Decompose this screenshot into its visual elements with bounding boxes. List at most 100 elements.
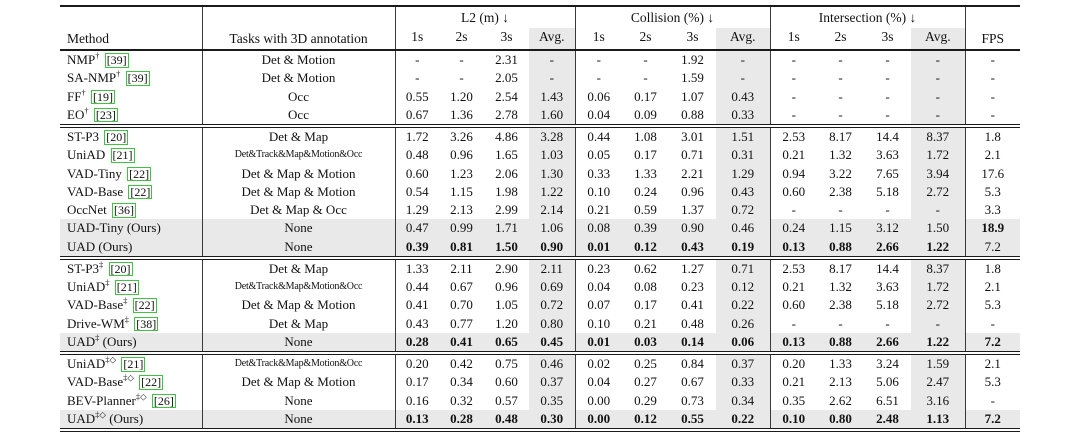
tasks-cell: Det & Map & Motion — [201, 164, 395, 183]
intersection-avg-cell: 8.37 — [911, 257, 966, 278]
citation-link[interactable]: [38] — [134, 316, 159, 332]
collision-1s-cell: 0.02 — [574, 353, 622, 374]
intersection-1s-cell: - — [769, 50, 817, 70]
citation-link[interactable]: [39] — [104, 53, 129, 68]
collision-2s-cell: 0.08 — [634, 279, 657, 294]
citation-link[interactable]: [23] — [93, 107, 118, 123]
intersection-1s-cell: 0.60 — [769, 296, 817, 315]
method-name: UAD-Tiny — [67, 220, 124, 236]
citation-link[interactable]: [20] — [104, 130, 129, 145]
intersection-avg-cell: 1.50 — [911, 219, 966, 238]
l2-1s-cell: - — [394, 69, 439, 88]
table-row: UniAD‡ [21] Det&Track&Map&Motion&Occ 0.44 0… — [60, 278, 1021, 297]
collision-3s-cell: 1.37 — [681, 202, 704, 217]
citation-link[interactable]: [39] — [125, 71, 150, 86]
l2-3s-cell: 1.50 — [484, 237, 529, 258]
intersection-avg-cell: 2.72 — [911, 182, 966, 201]
method-name: VAD-Base — [67, 297, 124, 313]
method-name: BEV-Planner — [67, 392, 136, 408]
method-cell: SA-NMP† [39] — [60, 69, 202, 87]
method-name: VAD-Base — [67, 183, 124, 199]
tasks-cell: Det & Map & Motion — [201, 296, 395, 315]
table-row: UniAD [21] Det&Track&Map&Motion&Occ 0.48 0.… — [60, 146, 1021, 165]
l2-3s-cell: 0.75 — [495, 356, 518, 371]
intersection-1s-cell: 0.94 — [769, 164, 817, 183]
fps-cell: 7.2 — [964, 409, 1021, 430]
collision-1s-cell: 0.04 — [574, 373, 622, 392]
intersection-2s-cell: 2.62 — [829, 392, 852, 408]
citation-link[interactable]: [22] — [132, 298, 157, 313]
citation-link[interactable]: [22] — [139, 375, 164, 390]
l2-2s-cell: 2.13 — [450, 202, 473, 217]
citation-link[interactable]: [21] — [110, 148, 135, 163]
method-cell: BEV-Planner‡◇ [26] — [60, 392, 202, 410]
intersection-3s-cell: 2.66 — [864, 332, 911, 353]
fps-cell: - — [964, 69, 1021, 88]
intersection-avg-cell: 8.37 — [911, 126, 966, 147]
collision-2s-cell: 0.17 — [634, 147, 657, 163]
l2-avg-cell: 0.46 — [529, 353, 575, 374]
fps-cell: 1.8 — [964, 126, 1021, 147]
fps-cell: 5.3 — [964, 373, 1021, 392]
collision-3s-cell: 0.43 — [669, 237, 716, 258]
method-superscript: ‡ — [124, 314, 130, 325]
intersection-3s-cell: - — [885, 52, 890, 67]
intersection-3s-cell: - — [885, 202, 890, 217]
l2-2s-cell: 3.26 — [450, 129, 473, 144]
method-cell: EO† [23] — [60, 106, 202, 126]
citation-link[interactable]: [19] — [90, 89, 115, 105]
citation-link[interactable]: [22] — [128, 184, 153, 200]
citation-link[interactable]: [26] — [151, 393, 176, 409]
table-row: ST-P3 [20] Det & Map 1.72 3.26 4.86 3.28 0.44 1… — [60, 126, 1021, 147]
collision-avg-cell: 0.43 — [716, 182, 770, 201]
intersection-1s-cell: 2.53 — [769, 126, 817, 147]
method-name: UniAD — [67, 147, 106, 163]
intersection-3s-cell: - — [885, 315, 890, 331]
fps-header: FPS — [964, 6, 1021, 50]
l2-1s-cell: 1.72 — [394, 126, 439, 147]
collision-avg-cell: - — [716, 50, 770, 70]
table-row: BEV-Planner‡◇ [26] None 0.16 0.32 0.57 0.35 0.… — [60, 391, 1021, 410]
intersection-1s-cell: 0.21 — [769, 146, 817, 165]
collision-avg-cell: 0.72 — [716, 201, 770, 220]
collision-2s-cell: 0.09 — [634, 106, 657, 122]
l2-3s-cell: 1.71 — [484, 219, 529, 238]
collision-1s-cell: 0.00 — [574, 409, 622, 430]
l2-3s-cell: 0.65 — [484, 332, 529, 353]
citation-link[interactable]: [36] — [111, 203, 136, 218]
intersection-1s-cell: 0.20 — [769, 353, 817, 374]
l2-avg-cell: 1.30 — [529, 164, 575, 183]
tasks-cell: Occ — [201, 105, 395, 126]
collision-avg-cell: 0.12 — [716, 278, 770, 297]
citation-link[interactable]: [22] — [127, 166, 152, 182]
intersection-avg-cell: - — [911, 105, 966, 126]
l2-3s-cell: 0.48 — [484, 409, 529, 430]
citation-link[interactable]: [20] — [108, 261, 133, 277]
citation-link[interactable]: [21] — [121, 357, 146, 372]
intersection-3s-cell: 6.51 — [876, 392, 899, 408]
l2-3s-cell: 0.57 — [495, 392, 518, 408]
collision-avg-cell: 0.22 — [716, 409, 770, 430]
intersection-2s-cell: - — [838, 315, 843, 331]
l2-1s-cell: 0.47 — [394, 219, 439, 238]
citation-link[interactable]: [21] — [114, 280, 139, 295]
intersection-avg-cell: - — [911, 50, 966, 70]
method-cell: UAD‡◇ (Ours) — [60, 409, 202, 430]
tasks-cell: Det & Map & Motion — [201, 182, 395, 201]
tasks-cell: Det & Motion — [201, 69, 395, 88]
l2-2s-cell: 0.70 — [450, 297, 473, 313]
tasks-cell: None — [201, 409, 395, 430]
l2-2s-cell: 0.81 — [439, 237, 484, 258]
intersection-3s-cell: - — [885, 106, 890, 122]
collision-3s-cell: 0.67 — [681, 374, 704, 390]
intersection-group-header: Intersection (%) ↓ — [769, 6, 966, 28]
collision-3s-cell: 0.48 — [681, 315, 704, 331]
intersection-2s-header: 2s — [834, 29, 847, 44]
intersection-avg-cell: 2.47 — [911, 373, 966, 392]
method-name: FF — [67, 88, 82, 104]
l2-group-header: L2 (m) ↓ — [394, 6, 575, 28]
collision-1s-cell: 0.05 — [574, 146, 622, 165]
collision-1s-cell: 0.23 — [574, 257, 622, 278]
method-name: Drive-WM — [67, 315, 125, 331]
